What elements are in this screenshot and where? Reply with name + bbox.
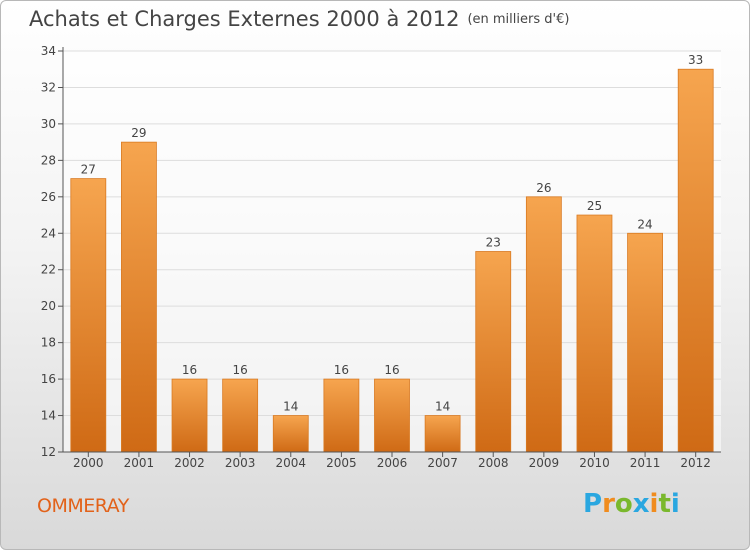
x-tick-label: 2000 — [73, 456, 104, 470]
bar — [121, 141, 157, 453]
logo-letter: t — [658, 489, 671, 519]
proxiti-logo: Proxiti — [583, 489, 680, 519]
y-tick-label: 22 — [41, 263, 56, 277]
bar-value-label: 25 — [587, 199, 602, 213]
x-tick-label: 2006 — [377, 456, 408, 470]
y-tick-label: 32 — [41, 80, 56, 94]
bar-value-label: 16 — [233, 363, 248, 377]
y-tick-label: 14 — [41, 409, 56, 423]
x-tick-label: 2010 — [579, 456, 610, 470]
bar-value-label: 29 — [131, 126, 146, 140]
x-tick-label: 2008 — [478, 456, 509, 470]
logo-letter: r — [602, 489, 615, 519]
bar — [222, 378, 259, 453]
bars — [70, 68, 714, 453]
logo-letter: P — [583, 489, 603, 519]
bar-value-label: 33 — [688, 53, 703, 67]
bar-value-label: 16 — [384, 363, 399, 377]
y-tick-label: 24 — [41, 226, 56, 240]
bar-value-label: 14 — [283, 400, 298, 414]
y-tick-label: 16 — [41, 372, 56, 386]
bar — [525, 196, 562, 453]
chart-title: Achats et Charges Externes 2000 à 2012 (e… — [29, 7, 569, 31]
bar — [70, 178, 107, 453]
y-tick-label: 20 — [41, 299, 56, 313]
bar — [323, 378, 360, 453]
bar-value-label: 26 — [536, 181, 551, 195]
bar-value-label: 24 — [637, 217, 652, 231]
bar — [627, 232, 663, 453]
bar-value-label: 23 — [486, 236, 501, 250]
bar — [424, 415, 461, 453]
logo-letter: x — [632, 489, 650, 519]
y-tick-label: 12 — [41, 445, 56, 459]
logo-letter: i — [649, 489, 659, 519]
bar-value-label: 16 — [334, 363, 349, 377]
y-tick-label: 26 — [41, 190, 56, 204]
y-tick-label: 18 — [41, 336, 56, 350]
bar — [475, 251, 512, 453]
chart-title-text: Achats et Charges Externes 2000 à 2012 — [29, 7, 460, 31]
y-tick-label: 30 — [41, 117, 56, 131]
logo-letter: i — [670, 489, 680, 519]
bar — [374, 378, 410, 453]
bar — [576, 214, 613, 453]
x-tick-label: 2007 — [427, 456, 458, 470]
x-tick-label: 2001 — [124, 456, 155, 470]
bar — [272, 415, 309, 453]
commune-name: OMMERAY — [37, 495, 129, 517]
x-tick-label: 2002 — [174, 456, 205, 470]
bar-value-label: 16 — [182, 363, 197, 377]
x-tick-label: 2005 — [326, 456, 357, 470]
x-tick-label: 2004 — [275, 456, 306, 470]
logo-letter: o — [614, 489, 633, 519]
x-tick-label: 2003 — [225, 456, 256, 470]
x-tick-label: 2012 — [680, 456, 711, 470]
value-labels: 27 29 16 16 14 16 16 14 23 26 25 24 33 — [81, 53, 704, 413]
axes: 12 14 16 18 20 22 24 26 28 30 32 34 2000 2001 2002 2003… — [41, 44, 721, 470]
y-tick-label: 34 — [41, 44, 56, 58]
x-tick-label: 2009 — [529, 456, 560, 470]
chart-unit: (en milliers d'€) — [467, 12, 570, 27]
bar-value-label: 27 — [81, 163, 96, 177]
bar-value-label: 14 — [435, 400, 450, 414]
bar — [677, 68, 714, 453]
bar — [171, 378, 208, 453]
x-tick-label: 2011 — [630, 456, 661, 470]
y-tick-label: 28 — [41, 153, 56, 167]
